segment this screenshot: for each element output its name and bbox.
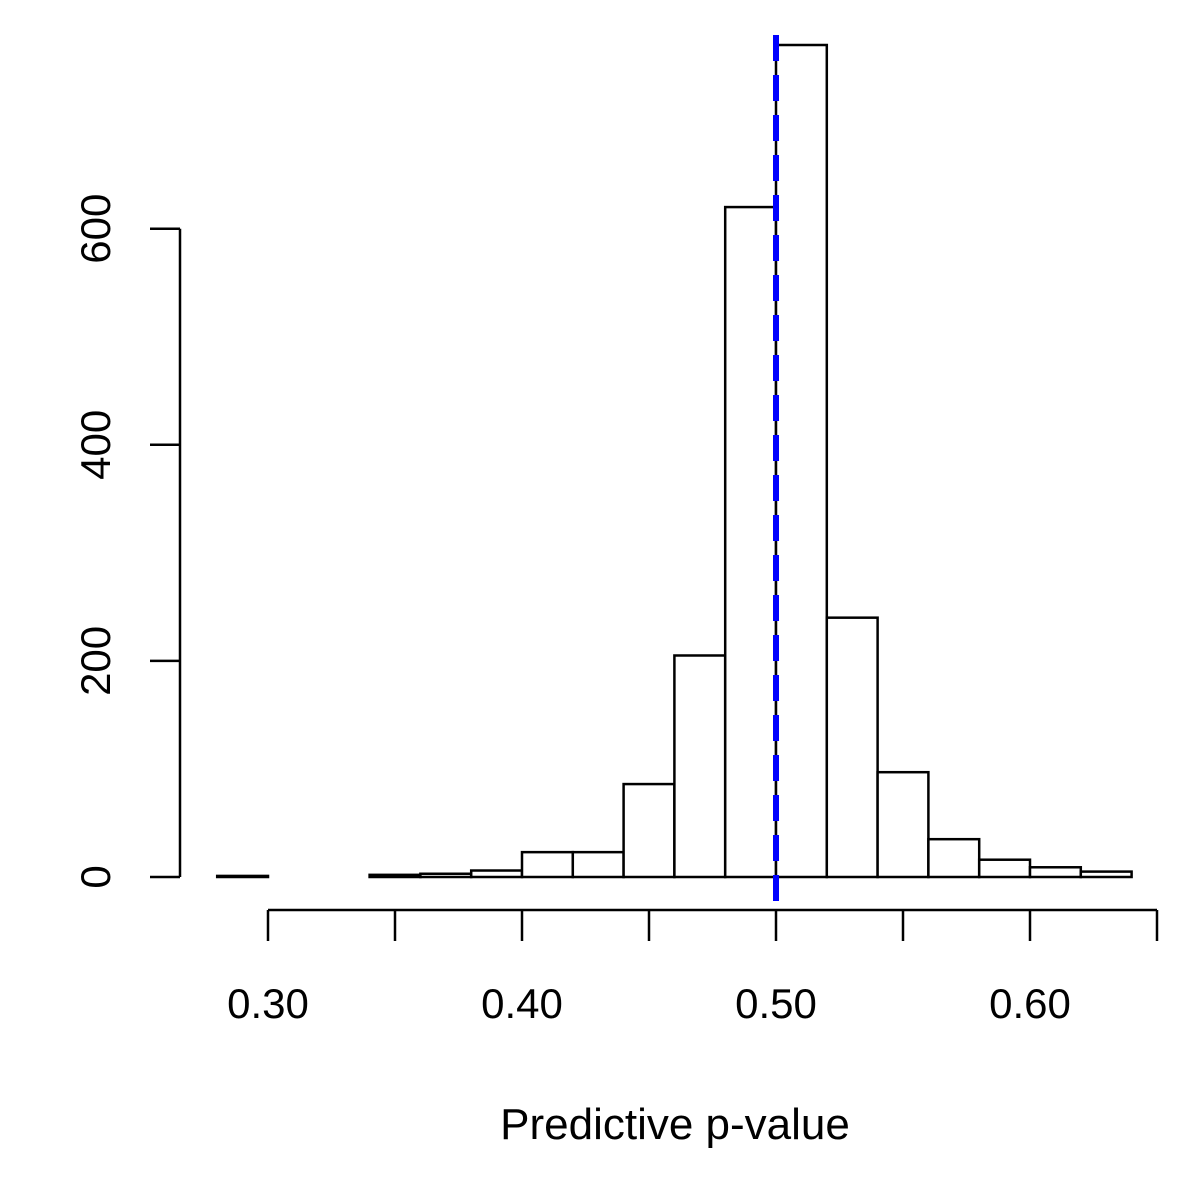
histogram-bar [622,782,676,879]
x-tick-label: 0.50 [735,980,817,1027]
histogram-bar [419,872,473,879]
histogram-bar [876,770,930,879]
x-tick-label: 0.60 [989,980,1071,1027]
histogram-bar [469,869,524,879]
bars-group [215,43,1133,879]
histogram-bar [1028,866,1083,879]
y-tick-label: 400 [72,410,119,480]
histogram-bar [520,850,575,879]
x-tick-label: 0.30 [227,980,309,1027]
histogram-bar [927,837,981,879]
y-axis: 0 200 400 600 [72,194,182,889]
y-tick-label: 200 [72,626,119,696]
histogram-bar [723,205,778,879]
y-tick-label: 600 [72,194,119,264]
histogram-bar [1079,870,1133,879]
x-tick-label: 0.40 [481,980,563,1027]
x-axis: 0.30 0.40 0.50 0.60 [227,908,1159,1027]
histogram-bar [215,874,270,879]
histogram-bar [774,43,829,879]
x-axis-title: Predictive p-value [500,1100,850,1149]
histogram-bar [673,654,727,879]
y-tick-label: 0 [72,865,119,888]
histogram-bar [571,850,625,879]
histogram-bar [368,873,422,879]
histogram-bar [977,858,1032,879]
histogram-bar [825,616,879,879]
